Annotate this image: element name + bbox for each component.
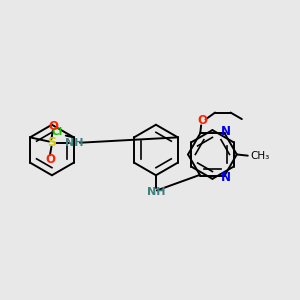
Text: NH: NH	[147, 187, 165, 196]
Text: O: O	[48, 120, 58, 133]
Text: CH₃: CH₃	[251, 151, 270, 161]
Text: O: O	[198, 114, 208, 128]
Text: N: N	[221, 125, 231, 138]
Text: S: S	[47, 136, 56, 149]
Text: N: N	[221, 171, 231, 184]
Text: Cl: Cl	[52, 127, 63, 137]
Text: O: O	[45, 153, 55, 166]
Text: NH: NH	[65, 138, 84, 148]
